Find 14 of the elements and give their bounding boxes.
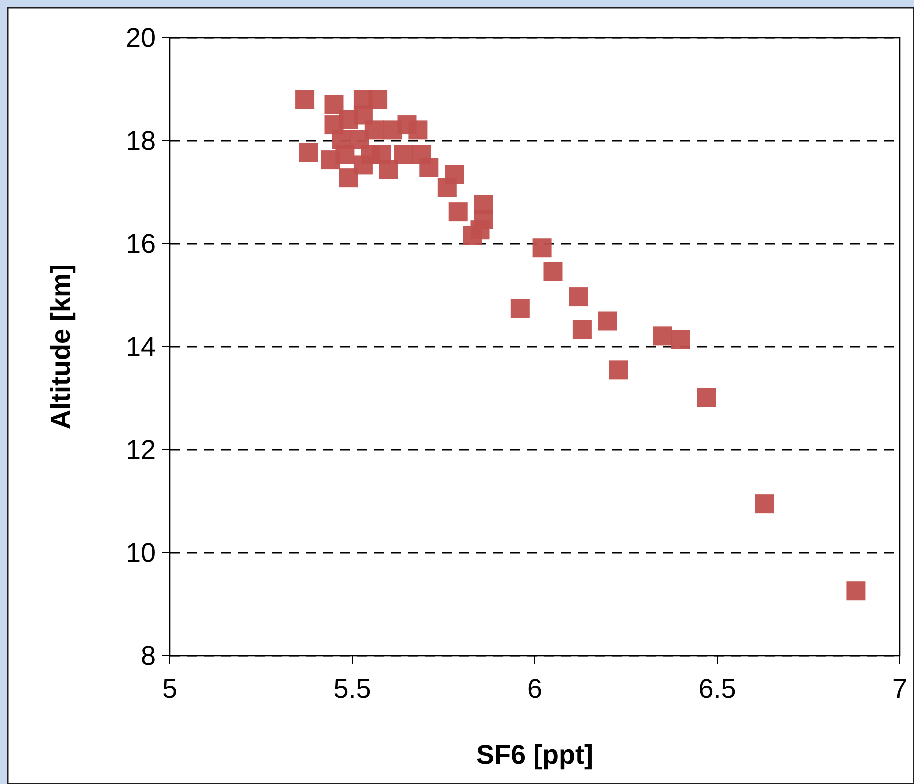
x-tick-label: 5.5 — [334, 674, 372, 704]
y-tick-label: 18 — [126, 126, 156, 156]
y-axis-title: Altitude [km] — [46, 264, 76, 430]
y-tick-label: 16 — [126, 229, 156, 259]
y-tick-label: 10 — [126, 538, 156, 568]
y-tick-label: 20 — [126, 23, 156, 53]
x-tick-label: 5 — [162, 674, 178, 704]
y-tick-label: 12 — [126, 435, 156, 465]
y-tick-label: 14 — [126, 332, 156, 362]
y-tick-label: 8 — [140, 641, 156, 671]
x-axis-title: SF6 [ppt] — [476, 740, 594, 770]
x-tick-label: 7 — [892, 674, 908, 704]
x-tick-label: 6 — [527, 674, 543, 704]
x-tick-label: 6.5 — [698, 674, 736, 704]
